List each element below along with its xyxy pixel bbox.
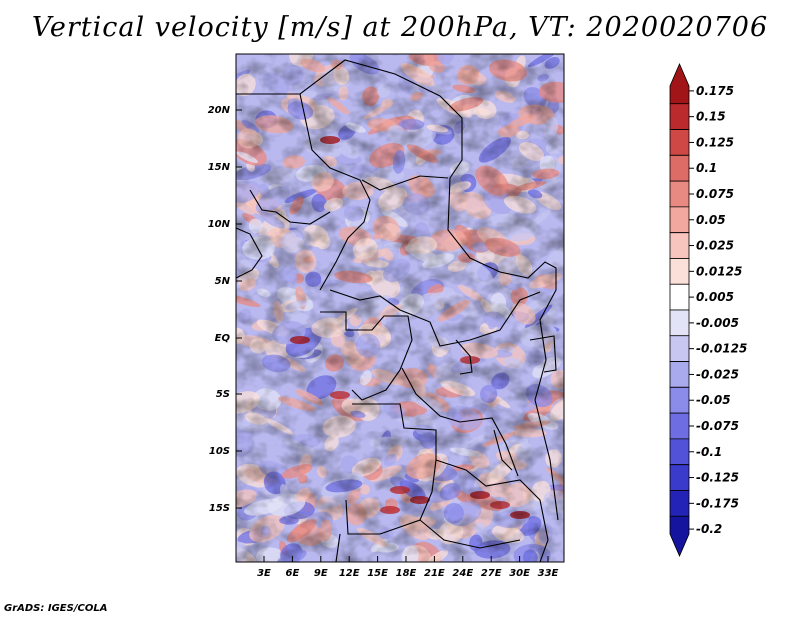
lat-tick-label: 15S <box>209 503 230 514</box>
colorbar-swatch <box>669 103 690 130</box>
colorbar-swatch <box>669 232 690 259</box>
colorbar-label: 0.0125 <box>696 264 742 278</box>
map-axes: 20N 15N 10N 5N EQ 5S 10S 15S 3E 6E 9E 12E 15E 18E 21E 2… <box>208 105 559 579</box>
lat-tick-label: 10N <box>208 219 231 230</box>
lon-tick-label: 12E <box>339 568 360 579</box>
map-title: Vertical velocity [m/s] at 200hPa, VT: 2… <box>31 12 769 43</box>
field-texture <box>236 54 564 562</box>
colorbar-label: -0.0125 <box>696 342 747 356</box>
lat-tick-label: 5N <box>215 276 231 287</box>
colorbar-swatch <box>669 515 690 558</box>
lat-tick-label: 15N <box>208 162 231 173</box>
colorbar-label: 0.025 <box>696 239 734 253</box>
colorbar-label: -0.175 <box>696 496 739 510</box>
lat-tick-label: 10S <box>209 446 230 457</box>
lon-tick-label: 30E <box>509 568 530 579</box>
colorbar-swatch <box>669 386 690 414</box>
colorbar-swatch <box>669 258 690 285</box>
colorbar-label: 0.15 <box>696 110 726 124</box>
colorbar-swatch <box>669 438 690 466</box>
colorbar-label: 0.05 <box>696 213 726 227</box>
colorbar-swatch <box>669 309 690 337</box>
colorbar: 0.175 0.15 0.125 0.1 0.075 0.05 0.025 0.0125 0.0… <box>669 62 747 558</box>
colorbar-label: 0.005 <box>696 290 734 304</box>
lon-tick-label: 15E <box>367 568 388 579</box>
map-border <box>235 53 565 563</box>
colorbar-label: -0.075 <box>696 419 739 433</box>
colorbar-label: -0.005 <box>696 316 739 330</box>
colorbar-swatch <box>669 154 690 182</box>
colorbar-label: -0.125 <box>696 471 739 485</box>
lat-tick-label: EQ <box>215 333 231 344</box>
colorbar-swatch <box>669 335 690 362</box>
colorbar-swatch <box>669 283 690 311</box>
grads-credit: GrADS: IGES/COLA <box>4 603 108 614</box>
colorbar-label: -0.1 <box>696 445 722 459</box>
colorbar-swatch <box>669 206 690 234</box>
colorbar-label: 0.125 <box>696 135 734 149</box>
colorbar-swatch <box>669 180 690 208</box>
country-borders <box>236 59 559 562</box>
lat-tick-label: 20N <box>208 105 231 116</box>
lon-tick-label: 33E <box>538 568 559 579</box>
colorbar-swatch <box>669 412 690 440</box>
colorbar-swatch <box>669 464 690 491</box>
colorbar-label: 0.1 <box>696 161 717 175</box>
colorbar-label: -0.05 <box>696 393 731 407</box>
lon-tick-label: 3E <box>257 568 271 579</box>
colorbar-swatch <box>669 361 690 388</box>
lon-tick-label: 6E <box>286 568 300 579</box>
colorbar-label: -0.025 <box>696 367 739 381</box>
colorbar-label: 0.175 <box>696 84 734 98</box>
lat-tick-label: 5S <box>216 389 230 400</box>
map-frame <box>236 54 564 562</box>
lon-tick-label: 18E <box>396 568 417 579</box>
lon-tick-label: 24E <box>452 568 473 579</box>
colorbar-swatch <box>669 62 690 105</box>
colorbar-swatch <box>669 129 690 156</box>
colorbar-label: 0.075 <box>696 187 734 201</box>
lon-tick-label: 9E <box>314 568 328 579</box>
lon-tick-label: 21E <box>424 568 445 579</box>
lon-tick-label: 27E <box>481 568 502 579</box>
colorbar-label: -0.2 <box>696 522 722 536</box>
colorbar-swatch <box>669 490 690 517</box>
